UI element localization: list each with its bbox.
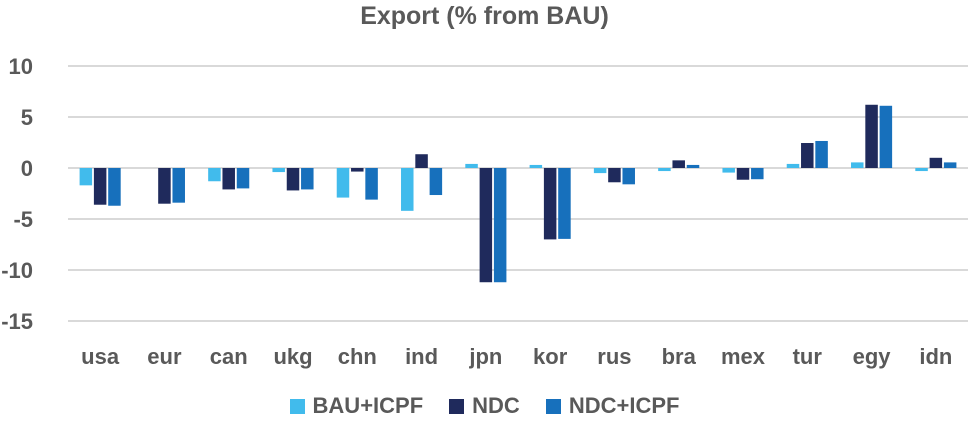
x-tick-label: can [210, 344, 248, 369]
legend-item-ndc-icpf: NDC+ICPF [545, 393, 680, 419]
bar-group-jpn [465, 163, 507, 283]
x-tick-label: jpn [468, 344, 502, 369]
bar-group-usa [79, 168, 121, 206]
x-tick-label: tur [793, 344, 823, 369]
bar-group-ukg [272, 168, 314, 191]
bar-group-tur [786, 140, 828, 168]
x-tick-label: bra [662, 344, 697, 369]
x-tick-label: ind [405, 344, 438, 369]
bar-ndc-icpf [686, 164, 700, 168]
bar-ndc-icpf [236, 168, 250, 189]
x-tick-label: idn [919, 344, 952, 369]
chart-legend: BAU+ICPF NDC NDC+ICPF [0, 393, 969, 419]
bar-ndc [222, 168, 235, 190]
bar-ndc-icpf [172, 168, 185, 203]
bar-ndc [736, 168, 750, 180]
bar-ndc [286, 168, 300, 191]
legend-label: BAU+ICPF [312, 393, 424, 418]
x-tick-label: egy [853, 344, 892, 369]
legend-swatch-ndc [449, 398, 465, 414]
x-tick-label: mex [721, 344, 766, 369]
bar-bau-icpf [593, 168, 607, 174]
bar-bau-icpf [208, 168, 221, 182]
bar-bau-icpf [465, 163, 478, 168]
x-tick-label: kor [533, 344, 568, 369]
bar-group-chn [336, 168, 378, 200]
bar-bau-icpf [79, 168, 93, 186]
y-tick-label: 0 [21, 156, 33, 181]
bar-ndc [929, 157, 943, 168]
bar-ndc [672, 160, 685, 168]
x-tick-label: chn [338, 344, 377, 369]
bar-ndc-icpf [943, 162, 957, 168]
bar-ndc-icpf [301, 168, 314, 190]
bar-ndc-icpf [751, 168, 764, 180]
legend-item-bau-icpf: BAU+ICPF [289, 393, 424, 419]
bar-group-eur [143, 168, 185, 204]
bar-ndc-icpf [365, 168, 378, 200]
bar-group-mex [722, 168, 764, 180]
bar-bau-icpf [529, 164, 543, 168]
bar-ndc [543, 168, 557, 240]
legend-label: NDC [472, 393, 520, 418]
bar-group-ind [401, 154, 443, 211]
bar-ndc-icpf [815, 140, 828, 168]
bar-bau-icpf [915, 168, 928, 172]
bar-ndc [479, 168, 493, 283]
x-tick-label: rus [597, 344, 631, 369]
chart-title: Export (% from BAU) [360, 2, 609, 30]
bar-ndc [865, 104, 878, 168]
bar-ndc [93, 168, 107, 205]
y-tick-label: -10 [1, 258, 33, 283]
bar-bau-icpf [336, 168, 350, 198]
bar-ndc [351, 168, 364, 172]
x-tick-label: eur [147, 344, 182, 369]
bar-ndc [158, 168, 171, 204]
bar-bau-icpf [722, 168, 735, 173]
legend-swatch-ndc-icpf [545, 398, 561, 414]
x-tick-label: usa [81, 344, 120, 369]
bar-ndc-icpf [622, 168, 635, 185]
legend-label: NDC+ICPF [568, 393, 680, 418]
legend-item-ndc: NDC [449, 393, 520, 419]
y-tick-label: -5 [13, 207, 33, 232]
bar-ndc [608, 168, 621, 183]
bar-group-rus [593, 168, 635, 185]
y-tick-label: -15 [1, 309, 33, 334]
bar-ndc-icpf [879, 105, 893, 168]
bar-ndc-icpf [108, 168, 121, 206]
bar-ndc-icpf [429, 168, 443, 196]
bar-group-kor [529, 164, 571, 240]
y-tick-label: 5 [21, 105, 33, 130]
bar-bau-icpf [272, 168, 285, 173]
bar-group-idn [915, 157, 957, 172]
bar-group-can [208, 168, 250, 190]
bar-group-egy [851, 104, 893, 168]
bar-bau-icpf [401, 168, 414, 211]
bar-ndc [801, 143, 814, 168]
bar-bau-icpf [851, 162, 864, 168]
bar-ndc-icpf [558, 168, 571, 239]
x-tick-label: ukg [273, 344, 312, 369]
bar-ndc [415, 154, 428, 168]
bar-ndc-icpf [493, 168, 507, 283]
bar-bau-icpf [786, 163, 800, 168]
bar-bau-icpf [658, 168, 671, 172]
y-tick-label: 10 [9, 54, 33, 79]
legend-swatch-bau-icpf [289, 398, 305, 414]
bar-group-bra [658, 160, 700, 172]
